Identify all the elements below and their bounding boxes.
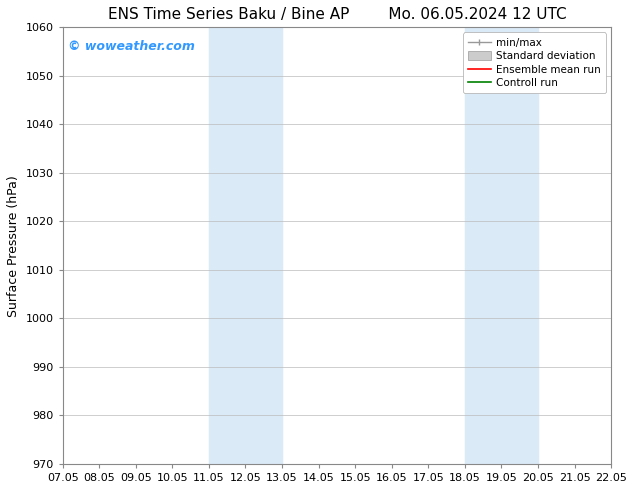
Title: ENS Time Series Baku / Bine AP        Mo. 06.05.2024 12 UTC: ENS Time Series Baku / Bine AP Mo. 06.05…: [108, 7, 566, 22]
Y-axis label: Surface Pressure (hPa): Surface Pressure (hPa): [7, 175, 20, 317]
Text: © woweather.com: © woweather.com: [68, 40, 195, 53]
Bar: [209, 27, 282, 464]
Legend: min/max, Standard deviation, Ensemble mean run, Controll run: min/max, Standard deviation, Ensemble me…: [463, 32, 606, 93]
Bar: [465, 27, 538, 464]
